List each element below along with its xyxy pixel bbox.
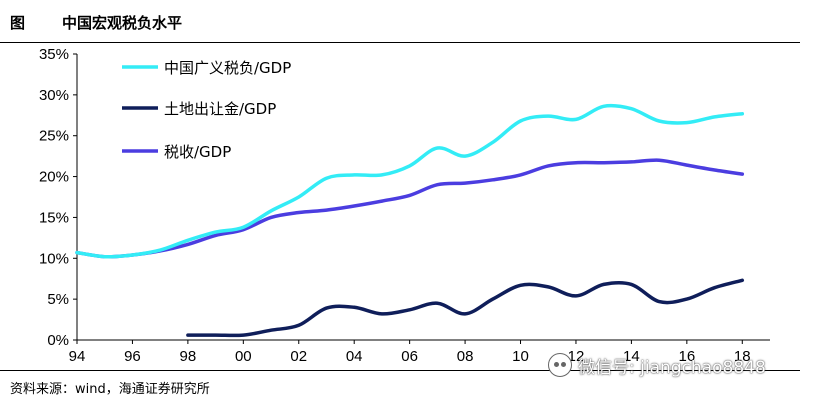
wechat-icon (548, 353, 572, 377)
x-tick-label: 14 (623, 348, 640, 364)
x-tick-label: 02 (290, 348, 307, 364)
figure-title: 中国宏观税负水平 (62, 14, 183, 32)
x-tick-label: 16 (678, 348, 695, 364)
y-tick-label: 30% (39, 87, 69, 104)
source-divider (0, 370, 800, 371)
source-note: 资料来源：wind，海通证券研究所 (10, 382, 210, 397)
x-tick-label: 94 (69, 348, 86, 364)
x-tick-label: 00 (235, 348, 252, 364)
y-tick-label: 5% (47, 291, 69, 308)
series-line (186, 278, 745, 338)
watermark: 微信号: jiangchao8848 (548, 352, 766, 378)
x-tick-label: 96 (124, 348, 141, 364)
series-line (75, 158, 745, 259)
legend-label: 税收/GDP (164, 143, 231, 161)
x-tick-label: 18 (734, 348, 751, 364)
y-tick-label: 35% (39, 46, 69, 63)
figure-label: 图 (10, 14, 26, 32)
y-tick-label: 20% (39, 169, 69, 186)
x-tick-label: 12 (568, 348, 585, 364)
legend-label: 土地出让金/GDP (164, 100, 276, 118)
series-line (75, 103, 745, 259)
x-tick-label: 98 (180, 348, 197, 364)
x-tick-label: 06 (401, 348, 418, 364)
x-tick-label: 08 (457, 348, 474, 364)
y-tick-label: 0% (47, 332, 69, 349)
y-tick-label: 25% (39, 128, 69, 145)
y-tick-label: 15% (39, 209, 69, 226)
line-chart: 0% 5% 10% 15% 20% 25% 30% 35% 94 96 98 00 02 04 06 08 10… (39, 46, 770, 364)
x-tick-label: 04 (346, 348, 363, 364)
watermark-text: 微信号: jiangchao8848 (578, 357, 766, 378)
x-tick-label: 10 (512, 348, 529, 364)
title-bar: 图 中国宏观税负水平 (0, 0, 800, 43)
legend-label: 中国广义税负/GDP (164, 59, 291, 77)
y-tick-label: 10% (39, 250, 69, 267)
